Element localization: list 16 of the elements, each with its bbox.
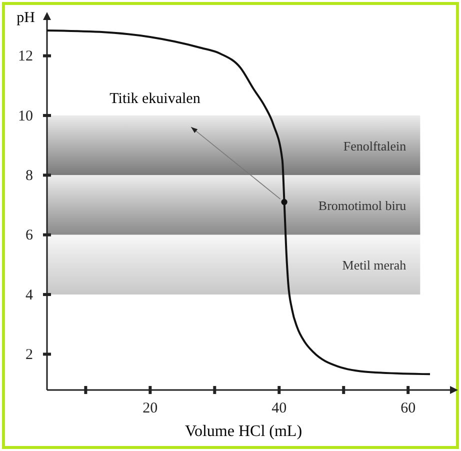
annotation: Titik ekuivalen xyxy=(110,91,201,107)
x-tick-label: 20 xyxy=(142,400,158,417)
line-series xyxy=(46,29,432,376)
band-label: Bromotimol biru xyxy=(318,198,407,213)
x-tick-label: 40 xyxy=(272,400,287,417)
y-tick-label: 8 xyxy=(26,168,33,184)
y-tick-label: 4 xyxy=(26,287,34,304)
x-axis-title: Volume HCl (mL) xyxy=(184,423,302,440)
y-tick-label: 6 xyxy=(26,228,34,244)
x-tick-label: 60 xyxy=(400,400,416,417)
y-axis-title: pH xyxy=(16,10,36,26)
y-tick-label: 12 xyxy=(18,48,33,65)
band-label: Fenolftalein xyxy=(343,138,407,154)
y-tick-label: 2 xyxy=(26,346,33,363)
band-label: Metil merah xyxy=(342,258,407,273)
y-tick-label: 10 xyxy=(18,108,33,124)
